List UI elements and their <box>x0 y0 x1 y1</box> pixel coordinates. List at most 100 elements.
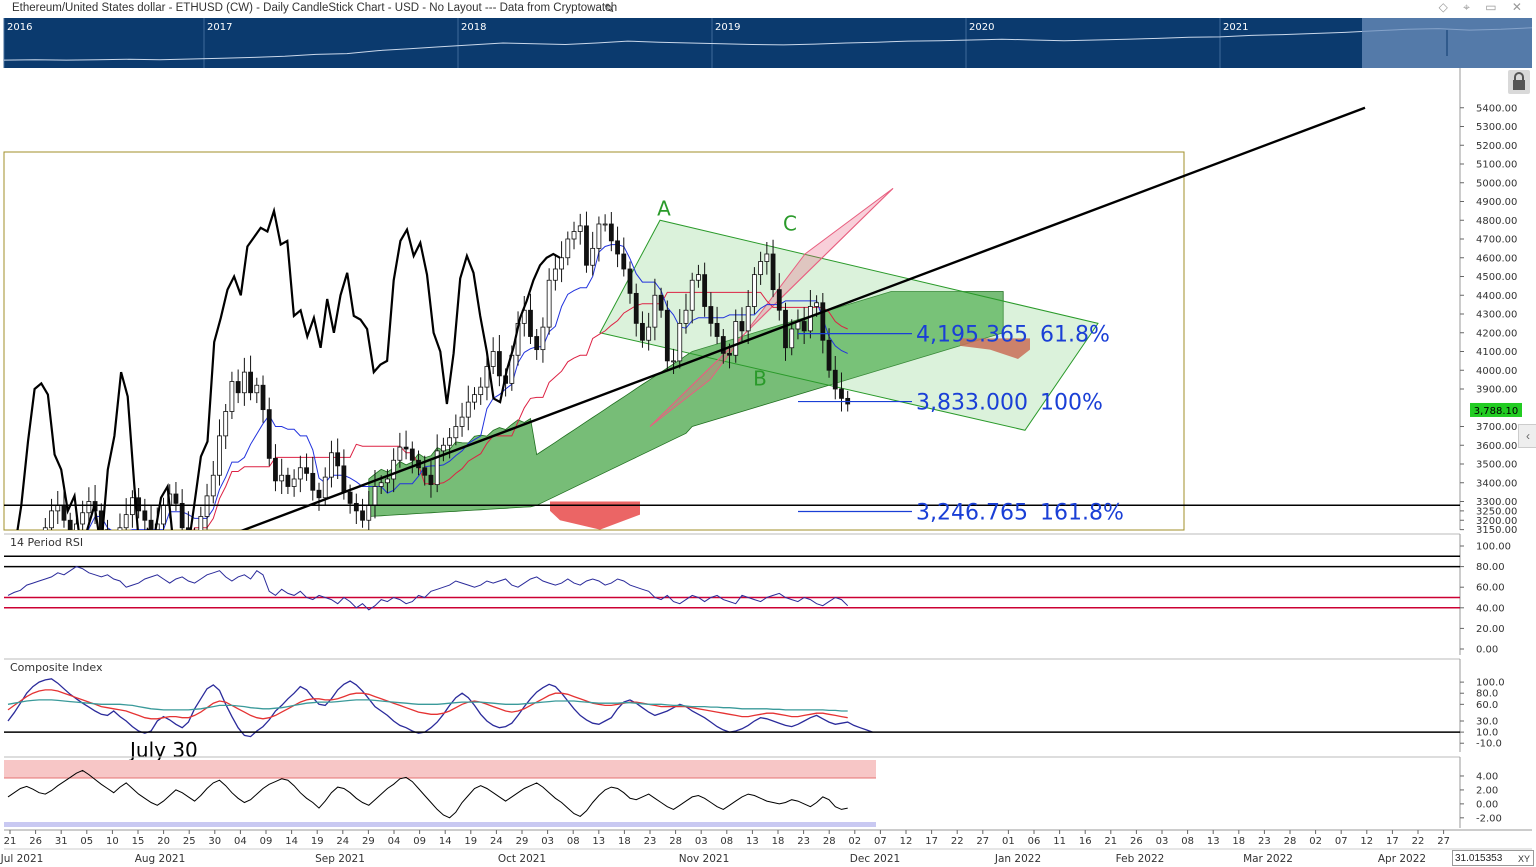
candle-body <box>440 444 446 452</box>
navigator-price-line <box>3 27 1533 61</box>
candle-body <box>409 448 415 461</box>
candle-body <box>6 652 10 660</box>
fib-level-percent: 161.8% <box>1040 500 1124 525</box>
pencil-edit-icon[interactable]: ✎ <box>604 1 615 16</box>
ichimoku-cloud-bearish <box>960 338 1030 359</box>
candle-body <box>112 554 116 562</box>
optex-axis-label: 2.00 <box>1476 785 1498 796</box>
time-axis-day-label: 27 <box>1437 836 1450 847</box>
chart-title: Ethereum/United States dollar - ETHUSD (… <box>12 2 618 14</box>
navigator-year-label: 2018 <box>461 22 486 33</box>
time-axis-day-label: 02 <box>848 836 861 847</box>
rsi-axis-label: 80.00 <box>1476 562 1505 573</box>
candle-body <box>733 321 739 356</box>
xy-mode-label[interactable]: XY <box>1517 854 1530 864</box>
candle-body <box>621 253 627 270</box>
candle-body <box>577 225 583 232</box>
candle-body <box>770 253 776 291</box>
candle-body <box>285 474 291 487</box>
price-axis-label: 5100.00 <box>1476 160 1517 171</box>
candle-body <box>61 504 67 521</box>
candle-body <box>279 474 285 482</box>
time-axis-day-label: 29 <box>516 836 529 847</box>
time-axis-day-label: 07 <box>1335 836 1348 847</box>
candle-body <box>472 394 477 403</box>
candle-body <box>453 426 459 439</box>
candle-body <box>447 437 453 446</box>
composite-series-line <box>7 689 848 720</box>
candle-body <box>590 247 596 266</box>
candle-body <box>646 326 652 341</box>
price-axis-label: 3900.00 <box>1476 385 1517 396</box>
time-axis-day-label: 15 <box>132 836 145 847</box>
price-axis-label: 4400.00 <box>1476 291 1517 302</box>
candle-body <box>789 328 795 349</box>
descending-channel <box>599 219 1099 431</box>
price-axis-label: 4300.00 <box>1476 310 1517 321</box>
candle-body <box>708 306 714 324</box>
time-axis-day-label: 12 <box>1360 836 1373 847</box>
time-axis-month-label: Sep 2021 <box>315 853 365 865</box>
candle-body <box>540 326 546 351</box>
time-axis-day-label: 18 <box>772 836 785 847</box>
time-axis-day-label: 17 <box>1386 836 1399 847</box>
time-axis-day-label: 13 <box>1207 836 1220 847</box>
candle-body <box>702 274 708 307</box>
candle-body <box>335 452 341 467</box>
time-axis-day-label: 07 <box>874 836 887 847</box>
candle-body <box>478 386 484 396</box>
time-axis-day-label: 03 <box>695 836 708 847</box>
window-controls[interactable]: ◇ ⌖ ▭ ✕ <box>1438 0 1528 14</box>
fib-level-percent: 61.8% <box>1040 323 1110 348</box>
long-term-trendline <box>240 106 1366 530</box>
candle-body <box>360 510 365 521</box>
candle-body <box>627 268 633 294</box>
price-axis-label: 3700.00 <box>1476 422 1517 433</box>
time-axis-day-label: 23 <box>644 836 657 847</box>
rsi-axis-label: 20.00 <box>1476 624 1505 635</box>
time-axis-month-label: Oct 2021 <box>498 853 546 865</box>
price-axis-label: 3150.00 <box>1476 525 1517 536</box>
composite-axis-label: 100.0 <box>1476 678 1505 689</box>
composite-overlay-text: July 30 <box>128 738 198 762</box>
price-axis-label: 5000.00 <box>1476 178 1517 189</box>
time-axis-day-label: 26 <box>29 836 42 847</box>
candle-body <box>229 381 235 412</box>
candle-body <box>814 302 819 307</box>
last-price-label: 3,788.10 <box>1474 406 1519 417</box>
candle-body <box>316 489 322 499</box>
candle-body <box>428 474 434 486</box>
time-axis-day-label: 16 <box>1079 836 1092 847</box>
candle-body <box>826 339 832 371</box>
time-axis-day-label: 23 <box>1258 836 1271 847</box>
rsi-axis-label: 60.00 <box>1476 583 1505 594</box>
candle-body <box>584 225 589 266</box>
time-axis-day-label: 24 <box>490 836 503 847</box>
candle-body <box>596 223 602 249</box>
candle-body <box>372 486 378 506</box>
candle-body <box>752 274 757 307</box>
fib-level-percent: 100% <box>1040 391 1103 416</box>
optex-upper-band <box>4 760 876 778</box>
navigator-strip <box>4 18 1532 68</box>
candle-body <box>210 474 216 497</box>
candle-body <box>341 465 347 493</box>
candle-body <box>552 268 558 281</box>
candle-body <box>105 529 110 530</box>
candle-body <box>173 493 179 504</box>
candle-body <box>839 388 844 399</box>
price-axis-label: 4700.00 <box>1476 235 1517 246</box>
candle-body <box>689 279 695 311</box>
candle-body <box>521 309 527 324</box>
rsi-panel-title: 14 Period RSI <box>10 536 83 549</box>
collapse-panel-chevron-icon[interactable]: ‹ <box>1518 424 1536 448</box>
candle-body <box>12 629 16 652</box>
time-axis-day-label: 23 <box>797 836 810 847</box>
price-axis-label: 3400.00 <box>1476 478 1517 489</box>
time-axis-day-label: 13 <box>746 836 759 847</box>
time-axis-day-label: 20 <box>157 836 170 847</box>
candle-body <box>18 614 22 629</box>
candle-body <box>671 360 676 363</box>
lock-icon[interactable] <box>1508 70 1530 94</box>
